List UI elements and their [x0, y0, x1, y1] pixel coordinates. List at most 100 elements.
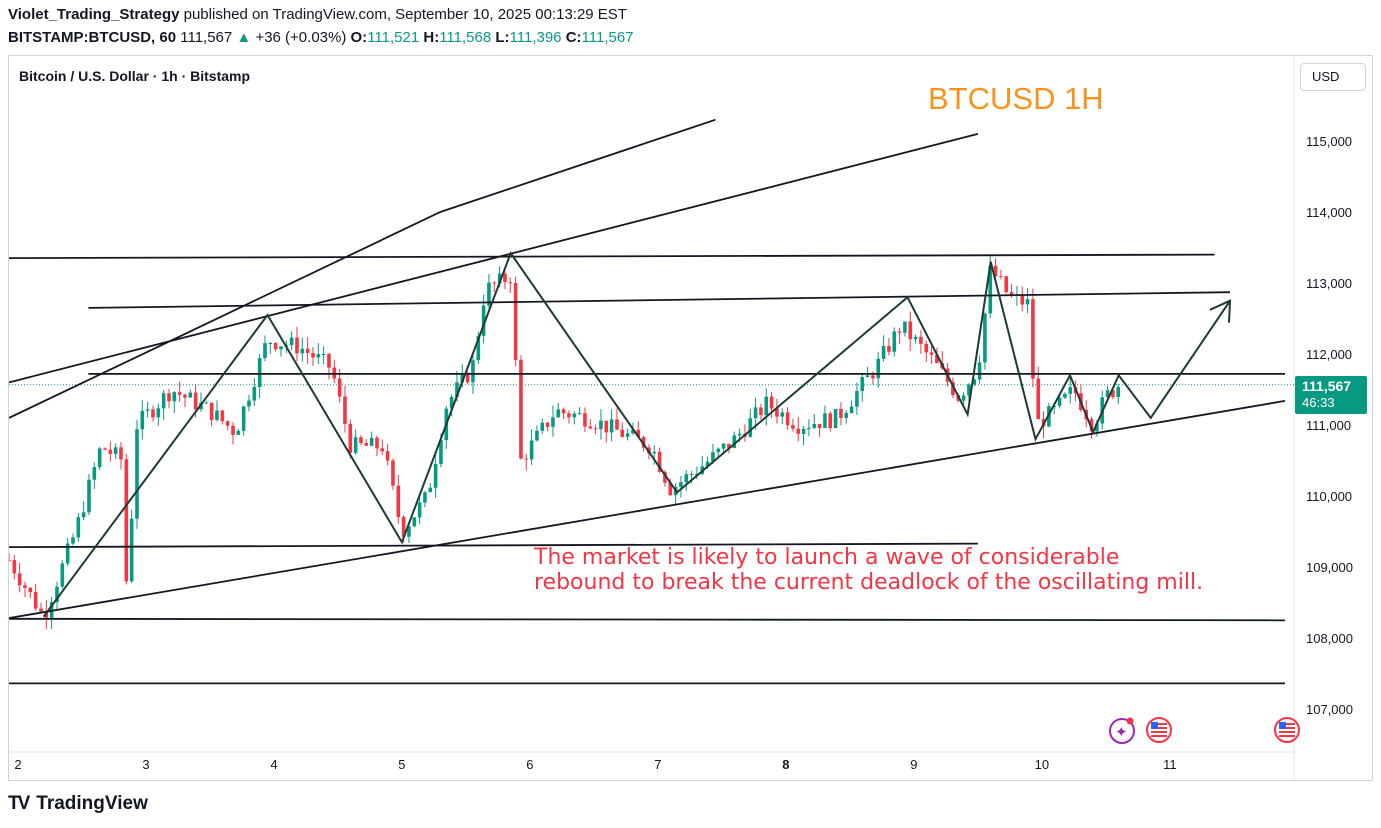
candle [279, 346, 283, 357]
candle-body [679, 482, 683, 487]
candle [151, 405, 155, 422]
candle-body [380, 448, 385, 452]
candle [375, 435, 379, 457]
candle-body [156, 408, 161, 418]
candle [620, 422, 625, 438]
candle [748, 408, 753, 438]
candle-body [231, 425, 235, 435]
candle [807, 419, 811, 437]
resistance-upper-line [9, 253, 1215, 260]
candle-body [401, 516, 406, 537]
candle-body [236, 430, 241, 435]
candle [828, 411, 833, 432]
candle [380, 439, 385, 455]
candle-body [343, 396, 347, 424]
candle-body [556, 409, 561, 418]
candle-body [993, 265, 998, 277]
candle-body [561, 409, 566, 414]
candle-body [1068, 387, 1073, 394]
x-tick-label: 7 [654, 757, 661, 772]
candle-body [753, 407, 758, 419]
candle [103, 447, 107, 451]
currency-button[interactable]: USD [1300, 63, 1366, 91]
x-tick-label: 8 [782, 757, 789, 772]
candle-body [823, 413, 827, 428]
flag-stripe [1151, 731, 1167, 733]
author-name[interactable]: Violet_Trading_Strategy [8, 6, 180, 23]
chart-title: Bitcoin / U.S. Dollar · 1h · Bitstamp [19, 68, 251, 84]
candle-body [145, 409, 150, 411]
candle [209, 402, 214, 427]
candle-body [124, 459, 129, 582]
candle-body [519, 359, 523, 459]
open-label: O: [350, 29, 368, 46]
candle-body [268, 343, 273, 345]
candle [684, 469, 689, 491]
candle [369, 431, 374, 447]
candle [844, 409, 849, 424]
candle-body [1063, 393, 1067, 398]
candle [231, 422, 235, 445]
candle-body [785, 412, 790, 426]
candle-body [23, 585, 27, 588]
candle [263, 335, 267, 362]
wedge-upper-steep-line [9, 118, 716, 419]
flag-event-ring [1146, 717, 1172, 743]
candle [801, 425, 806, 446]
candle-body [641, 437, 646, 448]
sparkle-event-icon: ✦ [1109, 717, 1135, 744]
candle [593, 424, 598, 435]
candle-body [140, 410, 145, 430]
candle [908, 311, 913, 352]
candle [567, 410, 571, 424]
candle-body [113, 447, 118, 454]
candle [663, 470, 667, 487]
candle-body [881, 346, 886, 359]
candle-body [748, 418, 753, 437]
close-label: C: [565, 29, 582, 46]
candle-body [577, 413, 582, 415]
candle-body [951, 381, 955, 396]
candle-body [721, 443, 726, 449]
candle-body [711, 452, 715, 462]
candle [609, 409, 614, 442]
candle-body [433, 463, 438, 488]
candle [156, 403, 161, 426]
candle [561, 407, 566, 420]
candle-body [524, 458, 529, 460]
y-tick-label: 113,000 [1306, 276, 1352, 291]
candle [679, 475, 683, 498]
candle [343, 385, 347, 433]
candle-body [487, 282, 491, 306]
candle-body [492, 282, 497, 284]
tradingview-logo[interactable]: TV TradingView [8, 793, 148, 815]
tradingview-brand: TradingView [36, 793, 148, 814]
candle-body [465, 373, 470, 383]
candle-body [12, 560, 17, 574]
candle-body [1025, 299, 1030, 305]
candle [839, 402, 843, 426]
chart-frame[interactable] [8, 55, 1373, 781]
candle [428, 483, 433, 493]
candle [897, 327, 902, 344]
resistance-line [88, 291, 1231, 309]
open-value: 111,521 [367, 29, 420, 46]
candle [353, 429, 358, 455]
candle-body [375, 437, 379, 449]
candle-body [76, 517, 81, 538]
candle [76, 512, 81, 542]
candle-body [257, 358, 262, 388]
candle-body [807, 427, 811, 429]
candle [1031, 288, 1035, 388]
x-tick-label: 4 [270, 757, 277, 772]
candle [833, 408, 838, 429]
candle [305, 337, 310, 364]
candle [81, 501, 86, 521]
candle [188, 389, 193, 398]
candle [812, 413, 817, 430]
candle-body [865, 375, 870, 378]
candle-body [791, 425, 795, 429]
candle-body [60, 563, 65, 587]
candle [236, 428, 241, 435]
